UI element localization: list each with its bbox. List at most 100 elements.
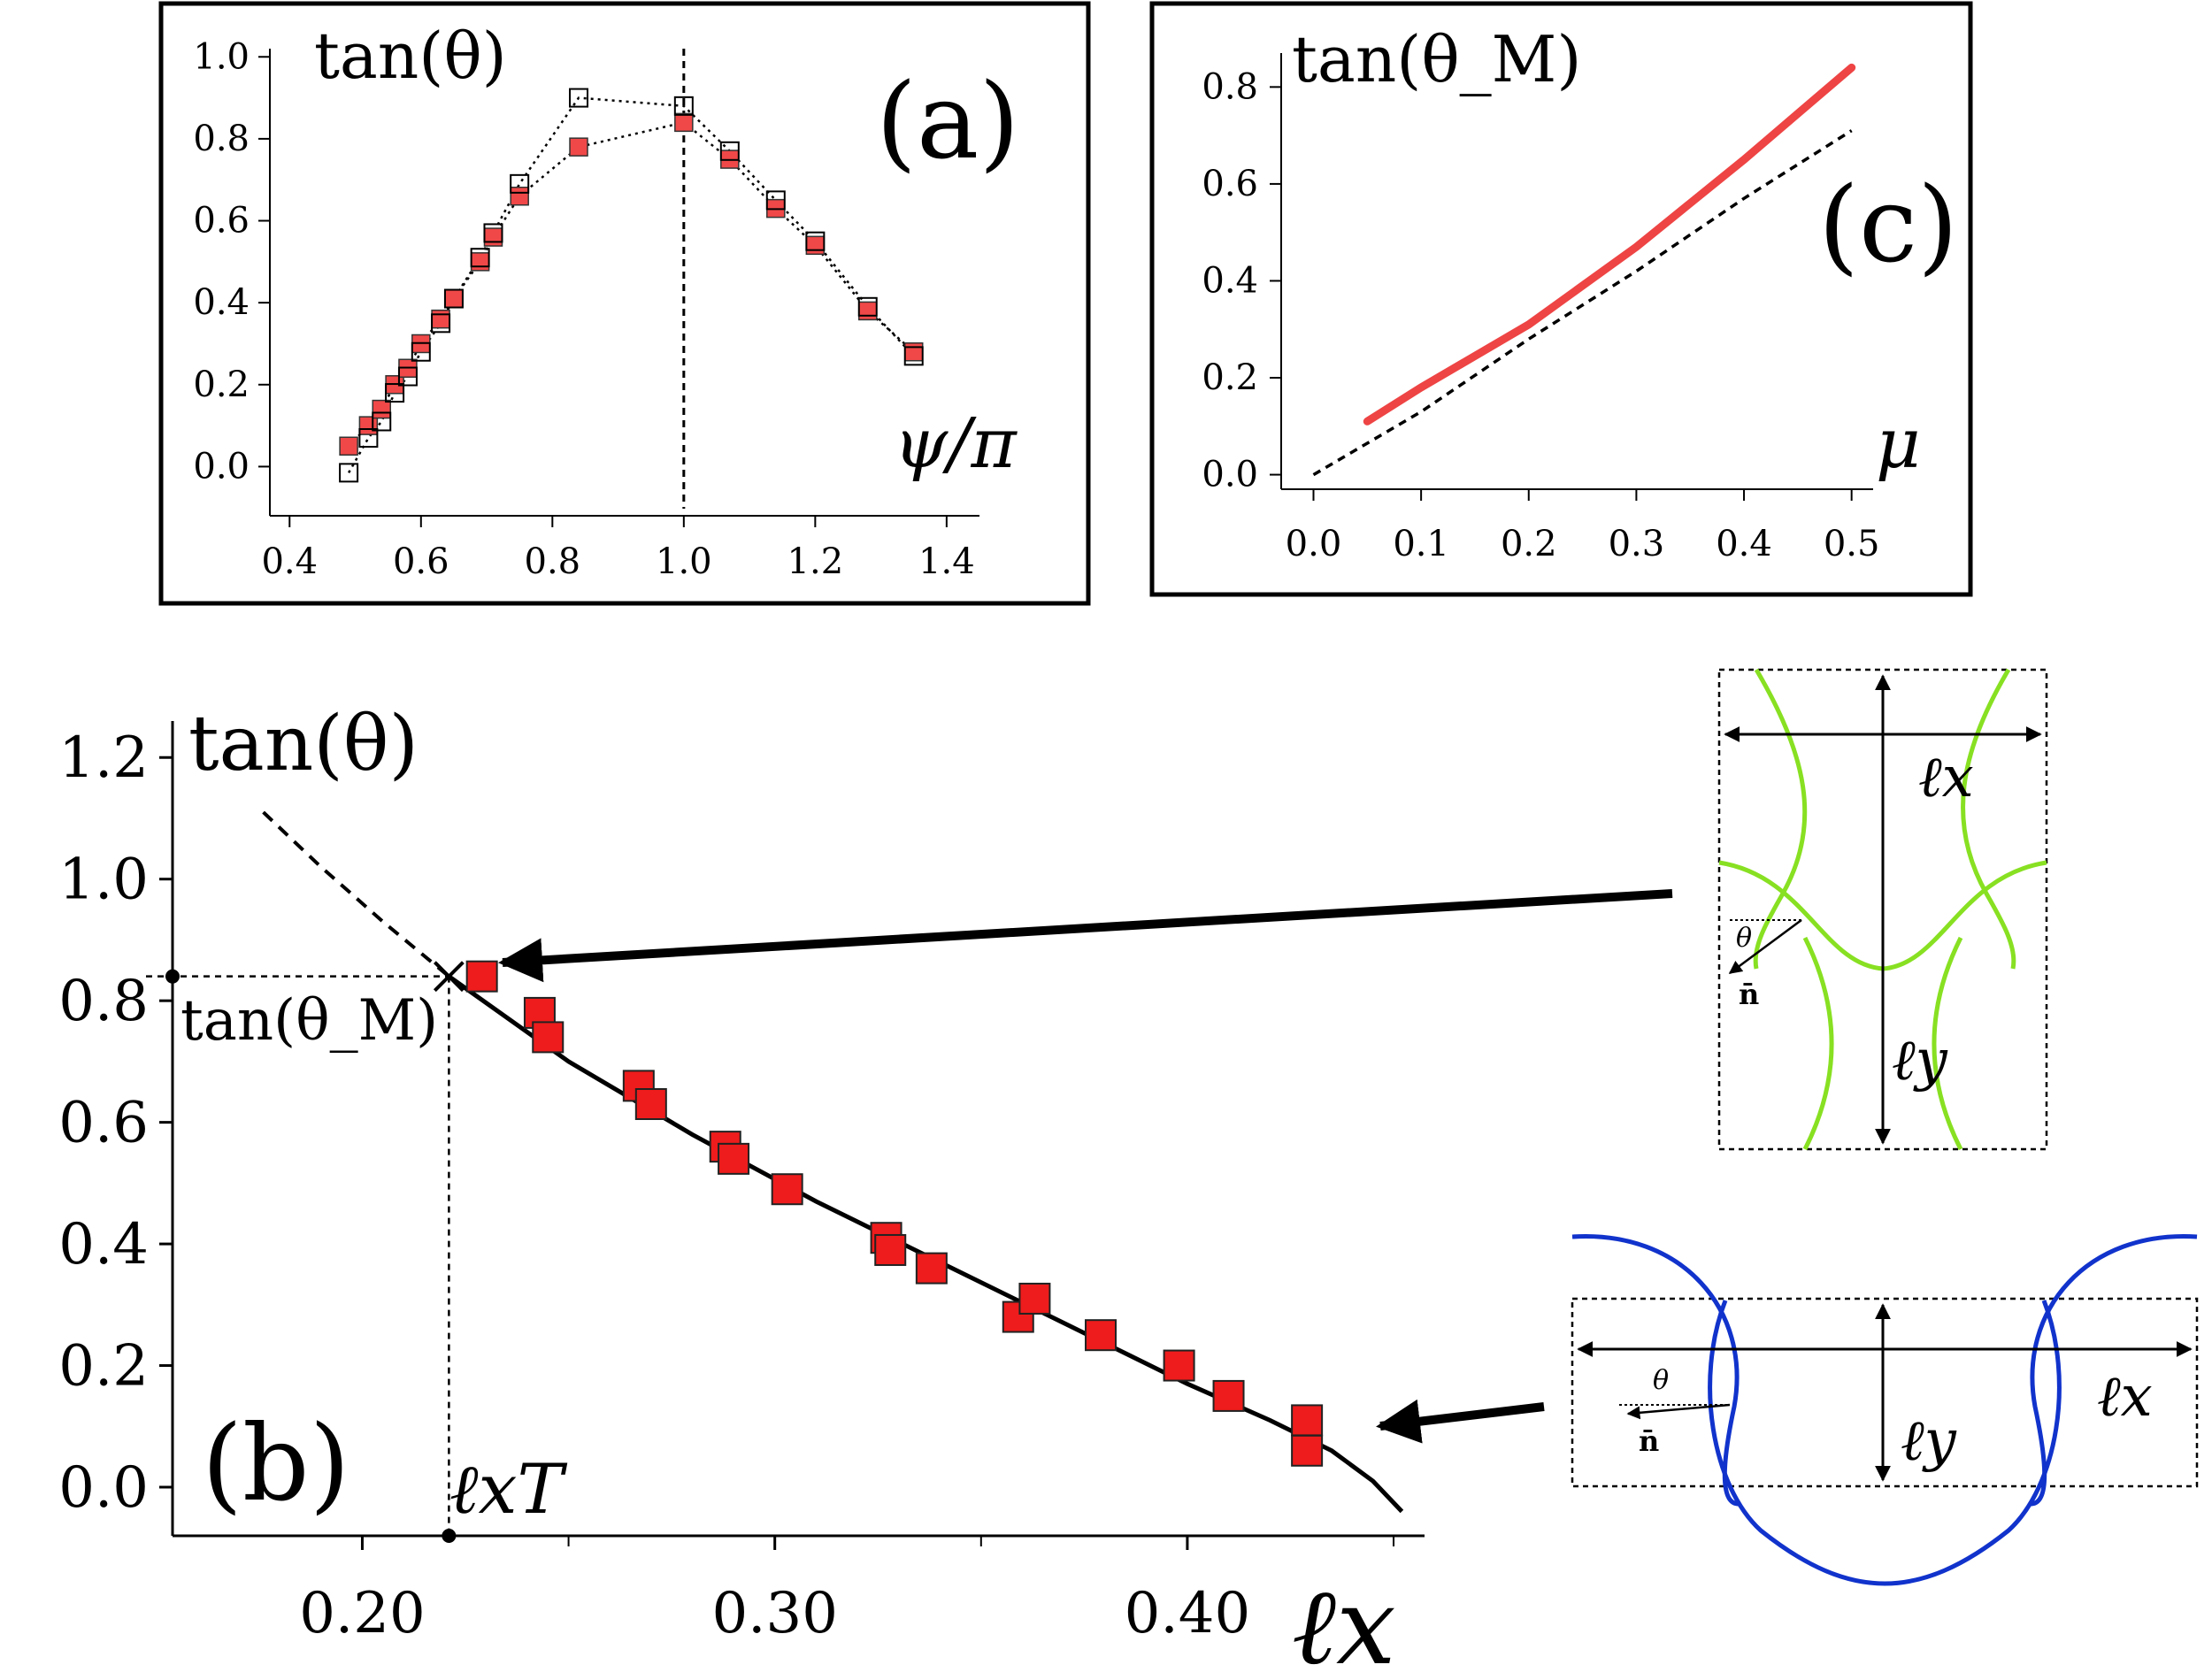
panel-a-open-series-line [348,96,915,474]
b-data-point [771,1173,803,1206]
panel-a-title: tan(θ) [314,19,507,93]
panel-b-marker-x-label: ℓxT [449,1450,567,1530]
b-data-point [1291,1434,1324,1467]
a-open-point [411,341,431,362]
panel-c: 0.0 0.1 0.2 0.3 0.4 0.5 0.0 0.2 0.4 0.6 0.8 tan(θ_… [1149,1,1973,597]
panel-c-xlabel: μ [1876,404,1921,484]
top-inset-frame [1717,668,2048,1151]
panel-b-ticks: 0.20 0.30 0.40 0.0 0.2 0.4 0.6 0.8 1.0 1.2 [58,725,1395,1646]
a-open-point [483,223,503,243]
a-open-point [765,190,786,211]
a-open-point [397,366,418,387]
a-filled-point [569,137,588,157]
b-ytick-label: 1.2 [58,725,149,791]
bottom-inset-bottom-arc [1708,1300,2062,1586]
c-ytick-label: 0.6 [1202,164,1258,204]
b-xtick-label: 0.30 [711,1581,838,1646]
a-filled-point [483,227,503,247]
top-inset-normal-arrow [1728,918,1802,975]
a-open-point [372,411,392,432]
bottom-inset-right-arc [2030,1234,2198,1507]
a-xtick-label: 0.4 [261,541,318,582]
c-ytick-label: 0.0 [1202,455,1258,495]
panel-c-letter: (c) [1818,164,1958,286]
a-open-point [358,428,379,448]
panel-a-filled-points [339,112,924,456]
c-ytick-label: 0.4 [1202,260,1258,301]
b-data-point [718,1142,750,1175]
b-data-point [1085,1319,1118,1352]
panel-b-lxt-dot [442,1529,457,1543]
panel-a-xlabel: ψ/π [894,404,1018,484]
c-xtick-label: 0.2 [1501,524,1557,564]
a-filled-point [858,301,878,321]
bottom-inset: ℓx ℓy θ n̄ [1571,1234,2199,1586]
a-open-point [805,231,826,251]
panel-a: 0.4 0.6 0.8 1.0 1.2 1.4 0.0 0.2 0.4 0.6 0.8 1.0 tan… [158,1,1091,606]
top-inset-ly-label: ℓy [1892,1028,1948,1093]
bottom-inset-lx-label: ℓx [2097,1364,2153,1430]
c-xtick-label: 0.0 [1286,524,1342,564]
top-inset-bottom-right-curve [1932,936,1963,1151]
panel-b: 0.20 0.30 0.40 0.0 0.2 0.4 0.6 0.8 1.0 1.2 tan(θ)… [58,700,1673,1680]
b-xtick-label: 0.20 [299,1581,426,1646]
panel-b-title: tan(θ) [188,700,419,788]
a-ytick-label: 0.2 [193,364,250,405]
panel-c-tan-theta-m-curve [1363,63,1856,426]
top-inset-pointer-arrow [498,889,1673,983]
bottom-inset-frame [1571,1297,2199,1488]
a-open-point [510,173,530,194]
a-ytick-label: 0.4 [193,282,250,323]
b-ytick-label: 0.6 [58,1091,149,1156]
a-open-point [569,88,589,108]
panel-b-theta-m-dot [165,969,180,984]
bottom-inset-theta-label: θ [1653,1365,1669,1396]
panel-b-marker-label: tan(θ_M) [180,988,438,1054]
c-xtick-label: 0.5 [1824,524,1880,564]
panel-b-fit-curve [447,974,1404,1514]
a-xtick-label: 1.0 [656,541,712,582]
b-data-point [465,960,498,993]
top-inset: ℓx ℓy θ n̄ [1717,668,2048,1151]
b-xtick-label: 0.40 [1125,1581,1251,1646]
panel-c-ticks: 0.0 0.1 0.2 0.3 0.4 0.5 0.0 0.2 0.4 0.6 0.8 [1202,66,1879,564]
b-data-point [532,1021,565,1054]
panel-a-filled-series-line [348,121,915,448]
a-filled-point [903,341,924,362]
a-ytick-label: 0.0 [193,446,250,487]
a-open-point [903,346,924,366]
b-data-point [1291,1404,1324,1437]
a-ytick-label: 1.0 [193,36,250,77]
c-xtick-label: 0.1 [1393,524,1449,564]
a-filled-point [510,186,529,206]
top-inset-right-lobe [1961,668,2016,970]
a-xtick-label: 1.2 [787,541,844,582]
a-xtick-label: 0.8 [525,541,581,582]
a-filled-point [805,235,826,256]
panel-b-xlabel: ℓx [1292,1566,1396,1680]
panel-b-critical-cross [433,961,465,993]
panel-a-letter: (a) [876,60,1019,182]
b-ytick-label: 1.0 [58,848,149,913]
panel-c-title: tan(θ_M) [1292,22,1581,96]
b-cross-stroke [433,961,465,993]
a-filled-point [372,399,391,419]
a-filled-point [431,309,450,329]
a-open-point [857,296,878,317]
a-open-point [673,96,694,116]
a-open-point [470,248,490,268]
a-filled-point [470,252,490,272]
a-filled-point [674,112,694,133]
c-ytick-label: 0.2 [1202,357,1258,398]
b-ytick-label: 0.2 [58,1334,149,1400]
panel-a-open-points [339,88,924,483]
b-ytick-label: 0.8 [58,969,149,1034]
bottom-inset-pointer-arrow [1376,1399,1545,1444]
a-open-point [719,141,740,161]
b-ytick-label: 0.0 [58,1455,149,1521]
bottom-inset-left-arc [1571,1234,1740,1507]
b-data-point [1163,1349,1195,1382]
a-xtick-label: 0.6 [393,541,449,582]
panel-b-dashed-extension [262,810,450,978]
